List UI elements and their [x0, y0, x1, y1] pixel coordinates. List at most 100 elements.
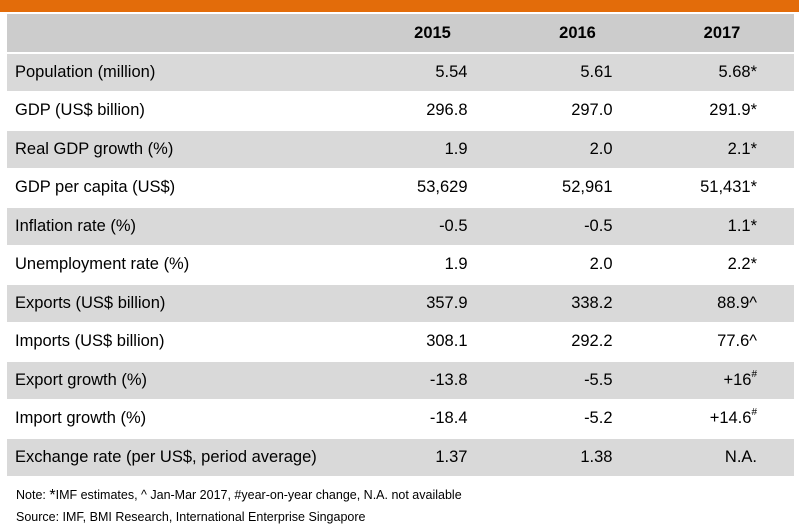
header-year-2016: 2016 — [505, 14, 650, 54]
value-number: 357.9 — [426, 293, 468, 312]
value-text: 88.9^ — [687, 294, 757, 313]
value-text: 1.38 — [543, 447, 613, 467]
value-cell-2017: 77.6^ — [650, 324, 794, 362]
value-number: +16 — [723, 370, 752, 389]
value-number: 5.54 — [435, 62, 468, 81]
value-text: 357.9 — [398, 293, 468, 313]
economic-indicators-table: 2015 2016 2017 Population (million) 5.54 5… — [7, 14, 794, 478]
value-number: 5.61 — [580, 62, 613, 81]
value-cell-2017: 51,431* — [650, 170, 794, 208]
value-text: 338.2 — [543, 293, 613, 313]
value-text: 296.8 — [398, 101, 468, 120]
value-number: 296.8 — [426, 101, 468, 120]
value-number: -0.5 — [439, 216, 468, 235]
value-text: -0.5 — [543, 216, 613, 236]
value-number: 1.9 — [444, 255, 468, 274]
value-number: 297.0 — [571, 101, 613, 120]
value-number: 2.1* — [727, 139, 757, 158]
value-number: 5.68* — [718, 62, 757, 81]
table-row: Import growth (%) -18.4 -5.2 +14.6# — [7, 401, 794, 439]
value-cell-2015: 1.9 — [360, 247, 505, 285]
value-number: -0.5 — [584, 216, 613, 235]
value-cell-2017: 88.9^ — [650, 285, 794, 324]
value-number: 88.9^ — [717, 293, 757, 312]
value-text: 51,431* — [687, 178, 757, 197]
value-text: 5.54 — [398, 62, 468, 82]
row-label: Unemployment rate (%) — [7, 247, 360, 285]
value-number: 2.0 — [589, 139, 613, 158]
value-text: -13.8 — [398, 371, 468, 390]
value-text: 2.0 — [543, 140, 613, 159]
value-cell-2016: -0.5 — [505, 208, 650, 247]
value-text: +16# — [687, 369, 757, 390]
table-row: Real GDP growth (%) 1.9 2.0 2.1* — [7, 131, 794, 170]
value-cell-2015: 1.9 — [360, 131, 505, 170]
row-label: Export growth (%) — [7, 362, 360, 401]
value-cell-2017: 2.1* — [650, 131, 794, 170]
value-cell-2015: 5.54 — [360, 54, 505, 93]
value-text: 308.1 — [398, 332, 467, 351]
value-cell-2015: 296.8 — [360, 93, 505, 131]
value-cell-2016: 292.2 — [505, 324, 650, 362]
value-text: 2.1* — [687, 140, 757, 159]
value-text: 1.9 — [398, 255, 468, 274]
value-text: +14.6# — [687, 407, 757, 428]
value-cell-2015: 357.9 — [360, 285, 505, 324]
value-number: 52,961 — [562, 178, 613, 197]
value-text: 77.6^ — [687, 332, 757, 351]
table-row: Exports (US$ billion) 357.9 338.2 88.9^ — [7, 285, 794, 324]
value-text: N.A. — [687, 448, 757, 467]
value-number: 51,431* — [700, 178, 757, 197]
value-text: 53,629 — [398, 178, 468, 197]
value-cell-2015: 1.37 — [360, 439, 505, 478]
row-label: GDP per capita (US$) — [7, 170, 360, 208]
value-cell-2017: N.A. — [650, 439, 794, 478]
note-prefix: Note: — [16, 488, 50, 502]
row-label: Exports (US$ billion) — [7, 285, 360, 324]
value-number: -18.4 — [429, 409, 468, 428]
value-number: 338.2 — [571, 293, 613, 312]
value-text: -5.5 — [543, 370, 613, 390]
table-row: GDP (US$ billion) 296.8 297.0 291.9* — [7, 93, 794, 131]
value-number: 1.37 — [435, 447, 468, 466]
value-number: 291.9* — [709, 101, 757, 120]
value-number: 292.2 — [571, 332, 613, 351]
value-number: 53,629 — [417, 178, 468, 197]
row-label: Population (million) — [7, 54, 360, 93]
table-header-row: 2015 2016 2017 — [7, 14, 794, 54]
value-cell-2015: 308.1 — [360, 324, 505, 362]
row-label: Real GDP growth (%) — [7, 131, 360, 170]
value-cell-2016: 5.61 — [505, 54, 650, 93]
value-number: 1.38 — [580, 447, 613, 466]
value-cell-2016: -5.2 — [505, 401, 650, 439]
table-row: Imports (US$ billion) 308.1 292.2 77.6^ — [7, 324, 794, 362]
value-number: 1.9 — [444, 139, 468, 158]
value-cell-2017: 5.68* — [650, 54, 794, 93]
value-cell-2016: 2.0 — [505, 247, 650, 285]
table-notes: Note: *IMF estimates, ^ Jan-Mar 2017, #y… — [16, 484, 462, 528]
note-line: Note: *IMF estimates, ^ Jan-Mar 2017, #y… — [16, 484, 462, 506]
table-row: Export growth (%) -13.8 -5.5 +16# — [7, 362, 794, 401]
value-text: 2.2* — [687, 255, 757, 274]
value-text: 292.2 — [543, 332, 613, 351]
value-text: -5.2 — [543, 409, 613, 428]
value-cell-2017: 291.9* — [650, 93, 794, 131]
value-cell-2015: 53,629 — [360, 170, 505, 208]
value-number: -5.5 — [584, 370, 613, 389]
value-cell-2016: -5.5 — [505, 362, 650, 401]
note-star: * — [49, 487, 56, 504]
value-text: 1.37 — [398, 447, 468, 467]
value-text: 52,961 — [543, 178, 613, 197]
value-number: -5.2 — [584, 409, 613, 428]
value-number: 2.2* — [727, 255, 757, 274]
value-cell-2017: 2.2* — [650, 247, 794, 285]
value-text: 291.9* — [687, 101, 757, 120]
table-row: Inflation rate (%) -0.5 -0.5 1.1* — [7, 208, 794, 247]
value-number: N.A. — [724, 447, 757, 466]
value-text: 297.0 — [543, 101, 613, 120]
value-number: 1.1* — [727, 216, 757, 235]
value-cell-2016: 52,961 — [505, 170, 650, 208]
note-text: IMF estimates, ^ Jan-Mar 2017, #year-on-… — [55, 488, 462, 502]
table-row: Unemployment rate (%) 1.9 2.0 2.2* — [7, 247, 794, 285]
value-cell-2016: 2.0 — [505, 131, 650, 170]
